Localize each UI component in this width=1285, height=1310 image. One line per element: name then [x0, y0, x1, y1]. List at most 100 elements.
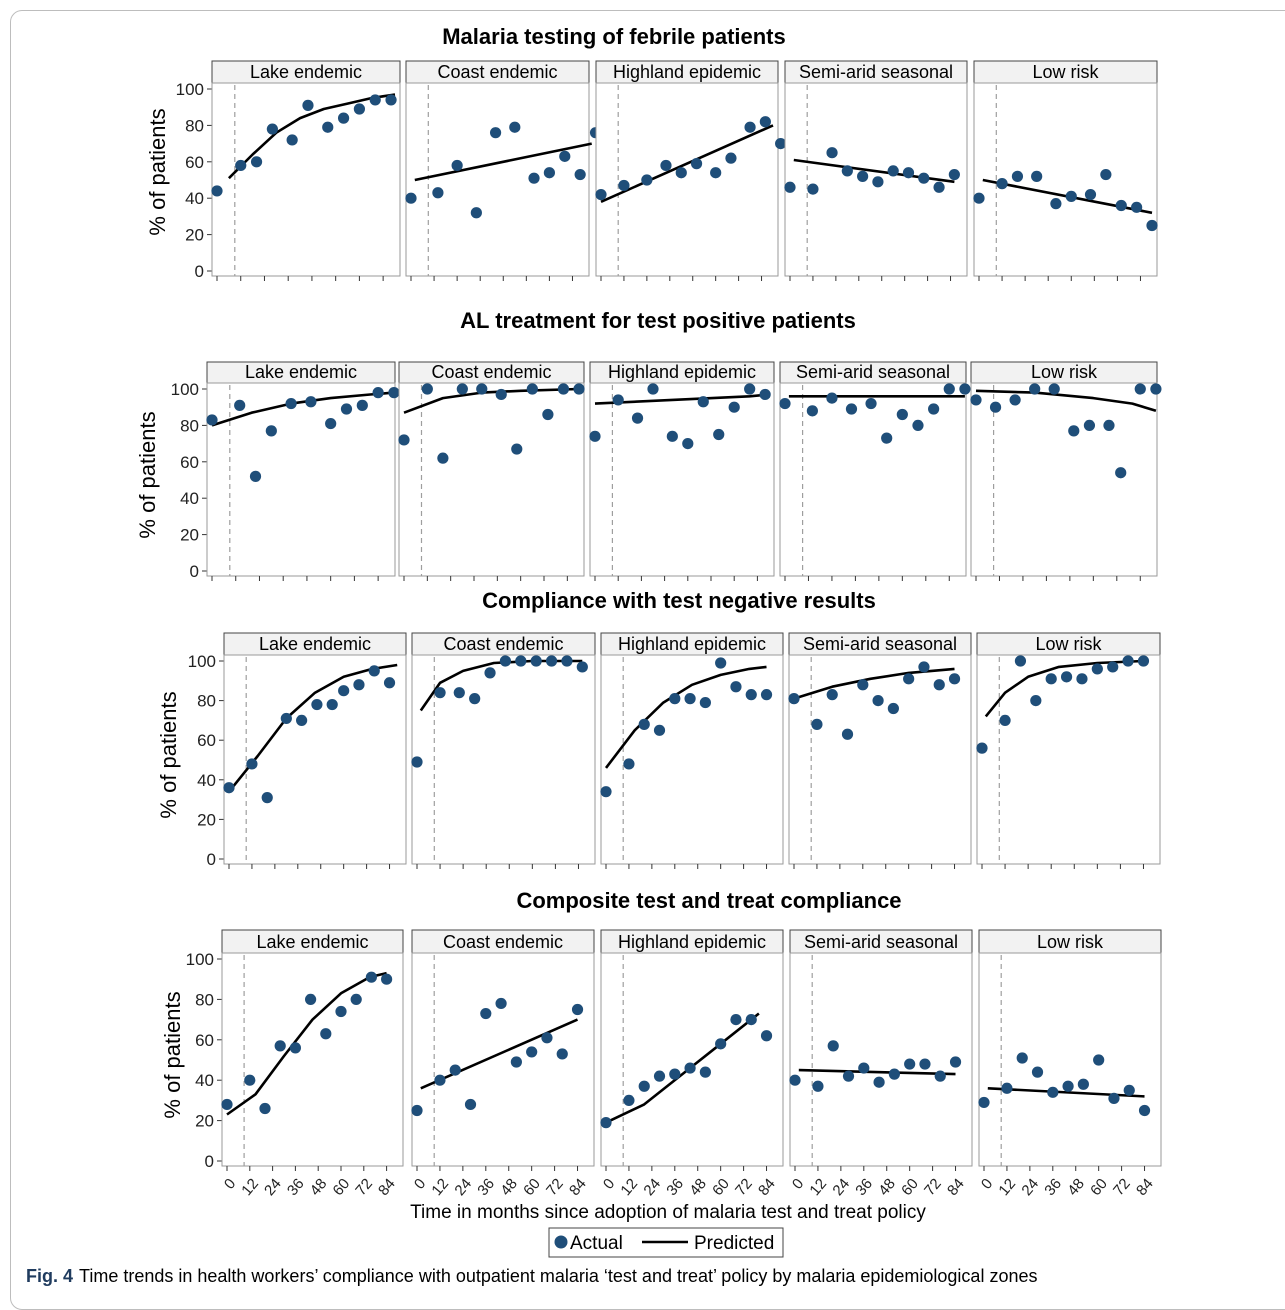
x-tick-label: 84 — [375, 1175, 399, 1199]
actual-point — [779, 397, 791, 410]
y-tick-label: 40 — [197, 771, 216, 790]
y-tick-label: 0 — [205, 1152, 214, 1171]
predicted-line — [975, 389, 1157, 413]
actual-point — [246, 758, 258, 770]
actual-point — [411, 756, 423, 768]
y-tick-label: 80 — [195, 990, 214, 1009]
predicted-line — [594, 393, 770, 405]
actual-point — [1047, 1086, 1059, 1098]
actual-point — [350, 993, 362, 1006]
actual-point — [934, 1070, 946, 1082]
panel-semi-arid-seasonal: Semi-arid seasonal — [784, 60, 968, 281]
panel-coast-endemic: Coast endemic — [398, 361, 585, 581]
panel-plot-area — [970, 382, 1158, 577]
actual-point — [526, 1046, 538, 1058]
actual-point — [759, 116, 771, 128]
actual-point — [1048, 383, 1060, 395]
actual-point — [872, 176, 884, 188]
y-tick-label: 0 — [195, 262, 204, 281]
actual-point — [857, 170, 869, 182]
panel-strip-label: Lake endemic — [245, 362, 357, 382]
x-axis-label: Time in months since adoption of malaria… — [410, 1202, 926, 1223]
actual-point — [1030, 695, 1042, 707]
y-tick-label: 60 — [180, 453, 199, 472]
actual-point — [638, 1080, 650, 1092]
actual-point — [612, 394, 624, 406]
panel-strip-label: Lake endemic — [259, 634, 371, 654]
actual-point — [745, 1014, 757, 1026]
chart-row-3: Compliance with test negative results % o… — [156, 588, 1161, 869]
actual-point — [542, 408, 554, 421]
actual-point — [1131, 201, 1143, 213]
actual-point — [223, 782, 235, 794]
chart-row-1: Malaria testing of febrile patients % of … — [145, 24, 1158, 281]
panel-plot-area — [405, 82, 590, 277]
actual-point — [451, 159, 463, 172]
actual-point — [249, 470, 262, 482]
x-tick-label: 48 — [686, 1175, 710, 1199]
actual-point — [509, 121, 521, 133]
actual-point — [669, 1068, 681, 1080]
actual-point — [710, 167, 722, 179]
x-tick-label: 48 — [875, 1175, 899, 1199]
actual-point — [699, 1066, 711, 1078]
actual-point — [1084, 188, 1097, 201]
actual-point — [571, 1003, 584, 1016]
actual-point — [369, 94, 381, 106]
actual-point — [296, 714, 308, 727]
actual-point — [826, 147, 838, 159]
panel-strip-label: Semi-arid seasonal — [804, 932, 958, 952]
actual-point — [759, 388, 771, 401]
actual-point — [784, 181, 796, 193]
panel-strip-label: Coast endemic — [443, 932, 563, 952]
actual-point — [978, 1096, 990, 1109]
actual-point — [398, 434, 410, 446]
actual-point — [841, 165, 853, 177]
panel-plot-area — [589, 382, 775, 577]
actual-point — [559, 150, 571, 162]
actual-point — [730, 1014, 742, 1026]
actual-point — [261, 792, 273, 804]
actual-point — [675, 167, 687, 179]
legend: Actual Predicted — [548, 1227, 784, 1258]
panel-strip-label: Semi-arid seasonal — [799, 62, 953, 82]
y-tick-label: 60 — [185, 153, 204, 172]
actual-point — [388, 387, 400, 399]
panel-highland-epidemic: Highland epidemic — [589, 361, 775, 581]
actual-point — [912, 419, 924, 431]
y-axis-label: % of patients — [156, 691, 181, 818]
actual-point — [744, 383, 756, 395]
x-tick-label: 24 — [261, 1175, 285, 1199]
actual-point — [933, 679, 945, 691]
predicted-line — [604, 665, 767, 769]
panel-plot-area — [600, 952, 784, 1167]
panel-plot-area — [398, 382, 585, 577]
actual-point — [1050, 198, 1062, 210]
actual-point — [1146, 219, 1158, 232]
actual-point — [1045, 673, 1057, 685]
x-tick-label: 72 — [732, 1175, 756, 1199]
panel-coast-endemic: Coast endemic 0 12 24 36 48 60 72 84 — [411, 929, 595, 1199]
actual-point — [1031, 1066, 1044, 1078]
actual-point — [760, 689, 773, 701]
x-tick-label: 60 — [898, 1175, 922, 1199]
x-tick-label: 84 — [944, 1175, 968, 1199]
figure-caption: Fig. 4 Time trends in health workers’ com… — [26, 1266, 1037, 1287]
panel-strip-label: Low risk — [1037, 932, 1104, 952]
x-tick-label: 60 — [1087, 1175, 1111, 1199]
x-tick-label: 12 — [617, 1175, 641, 1199]
actual-point — [1083, 419, 1096, 431]
actual-point — [285, 397, 297, 410]
panel-strip-label: Coast endemic — [443, 634, 563, 654]
actual-point — [647, 383, 659, 395]
actual-point — [453, 687, 465, 699]
y-tick-label: 100 — [188, 652, 216, 671]
panel-strip-label: Low risk — [1032, 62, 1099, 82]
actual-point — [476, 383, 488, 395]
x-tick-label: 60 — [330, 1175, 354, 1199]
y-tick-label: 40 — [180, 489, 199, 508]
actual-point — [470, 207, 482, 219]
actual-point — [1014, 655, 1027, 667]
legend-predicted-label: Predicted — [694, 1233, 774, 1254]
y-tick-label: 60 — [195, 1031, 214, 1050]
